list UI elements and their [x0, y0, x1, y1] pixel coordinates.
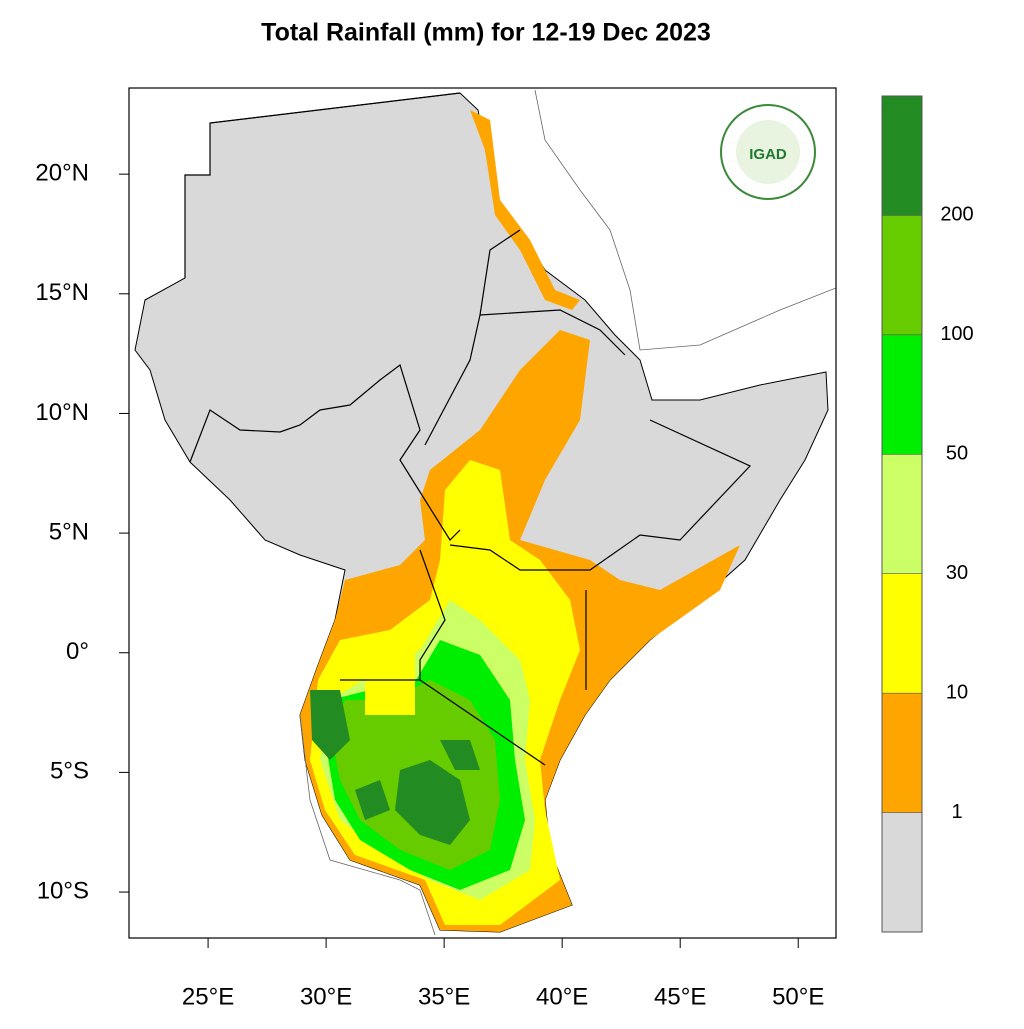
- rain-orange-coast: [470, 110, 580, 310]
- y-tick-label: 15°N: [35, 279, 89, 306]
- rain-200-plus: [310, 690, 480, 845]
- logo: IGAD: [720, 104, 816, 200]
- colorbar-frame: [881, 95, 923, 933]
- x-tick-label: 30°E: [300, 983, 352, 1010]
- logo-text: IGAD: [749, 146, 787, 163]
- y-tick-label: 5°S: [50, 758, 89, 785]
- x-tick-label: 40°E: [536, 983, 588, 1010]
- y-tick-label: 5°N: [49, 518, 89, 545]
- colorbar-swatch: [882, 454, 922, 574]
- lake-victoria-area: [365, 650, 415, 715]
- map-title: Total Rainfall (mm) for 12-19 Dec 2023: [261, 19, 711, 47]
- x-tick-label: 25°E: [182, 983, 234, 1010]
- y-tick-label: 0°: [66, 638, 89, 665]
- colorbar-label: 100: [940, 323, 973, 345]
- x-tick-label: 45°E: [654, 983, 706, 1010]
- colorbar-swatch: [882, 573, 922, 694]
- outside-coastline: [299, 89, 836, 936]
- colorbar-label: 1: [951, 801, 962, 823]
- colorbar-swatch: [882, 334, 922, 455]
- x-tick-label: 50°E: [772, 983, 824, 1010]
- colorbar-label: 10: [946, 681, 968, 703]
- map-frame: [128, 87, 837, 939]
- colorbar-label: 50: [946, 443, 968, 465]
- map-area: [129, 88, 836, 938]
- colorbar-swatch: [882, 96, 922, 216]
- x-tick-label: 35°E: [418, 983, 470, 1010]
- y-tick-label: 10°N: [35, 399, 89, 426]
- colorbar-swatch: [882, 693, 922, 813]
- y-tick-label: 20°N: [35, 159, 89, 186]
- colorbar-label: 30: [946, 562, 968, 584]
- y-tick-label: 10°S: [37, 877, 89, 904]
- borders: [184, 92, 752, 766]
- logo-inner: [736, 120, 800, 184]
- colorbar-swatch: [882, 812, 922, 932]
- colorbar-swatch: [882, 215, 922, 335]
- colorbar-label: 200: [940, 204, 973, 226]
- colorbar: 1 10 30 50 100 200: [881, 95, 974, 933]
